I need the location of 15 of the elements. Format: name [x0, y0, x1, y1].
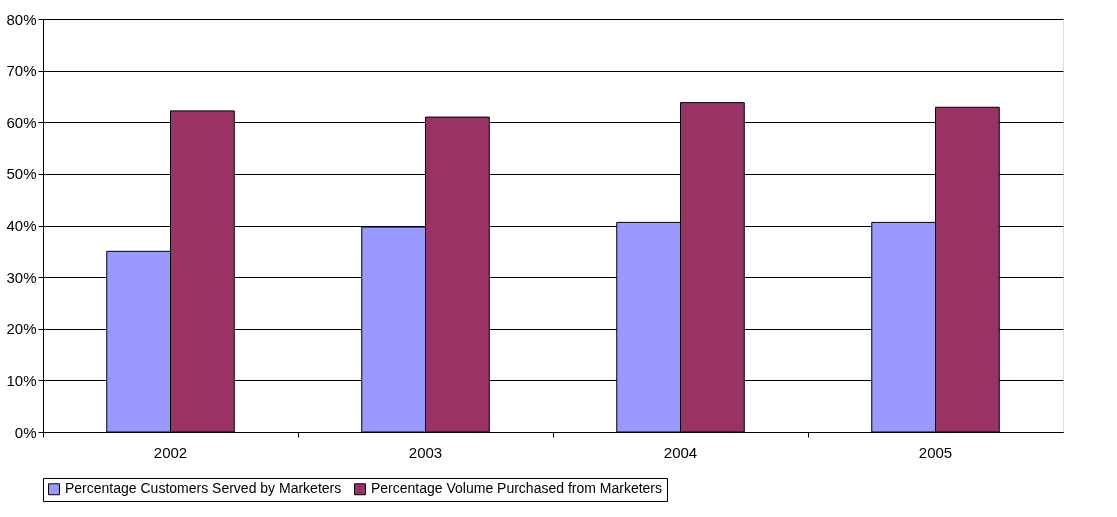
x-tick-label: 2002: [153, 443, 188, 461]
y-tick-label: 30%: [6, 268, 37, 286]
x-tick-label: 2003: [408, 443, 443, 461]
y-tick-label: 10%: [6, 371, 37, 389]
y-tick-label: 70%: [6, 62, 37, 80]
y-tick-label: 50%: [6, 165, 37, 183]
legend-label: Percentage Volume Purchased from Marketers: [371, 480, 663, 497]
x-tick-label: 2005: [918, 443, 953, 461]
y-tick-label: 60%: [6, 113, 37, 131]
x-tick-label: 2004: [663, 443, 698, 461]
y-tick-label: 80%: [6, 10, 37, 28]
y-tick-label: 20%: [6, 320, 37, 338]
y-tick-label: 40%: [6, 217, 37, 234]
y-tick-label: 0%: [14, 423, 37, 441]
legend-label: Percentage Customers Served by Marketers: [65, 480, 342, 497]
